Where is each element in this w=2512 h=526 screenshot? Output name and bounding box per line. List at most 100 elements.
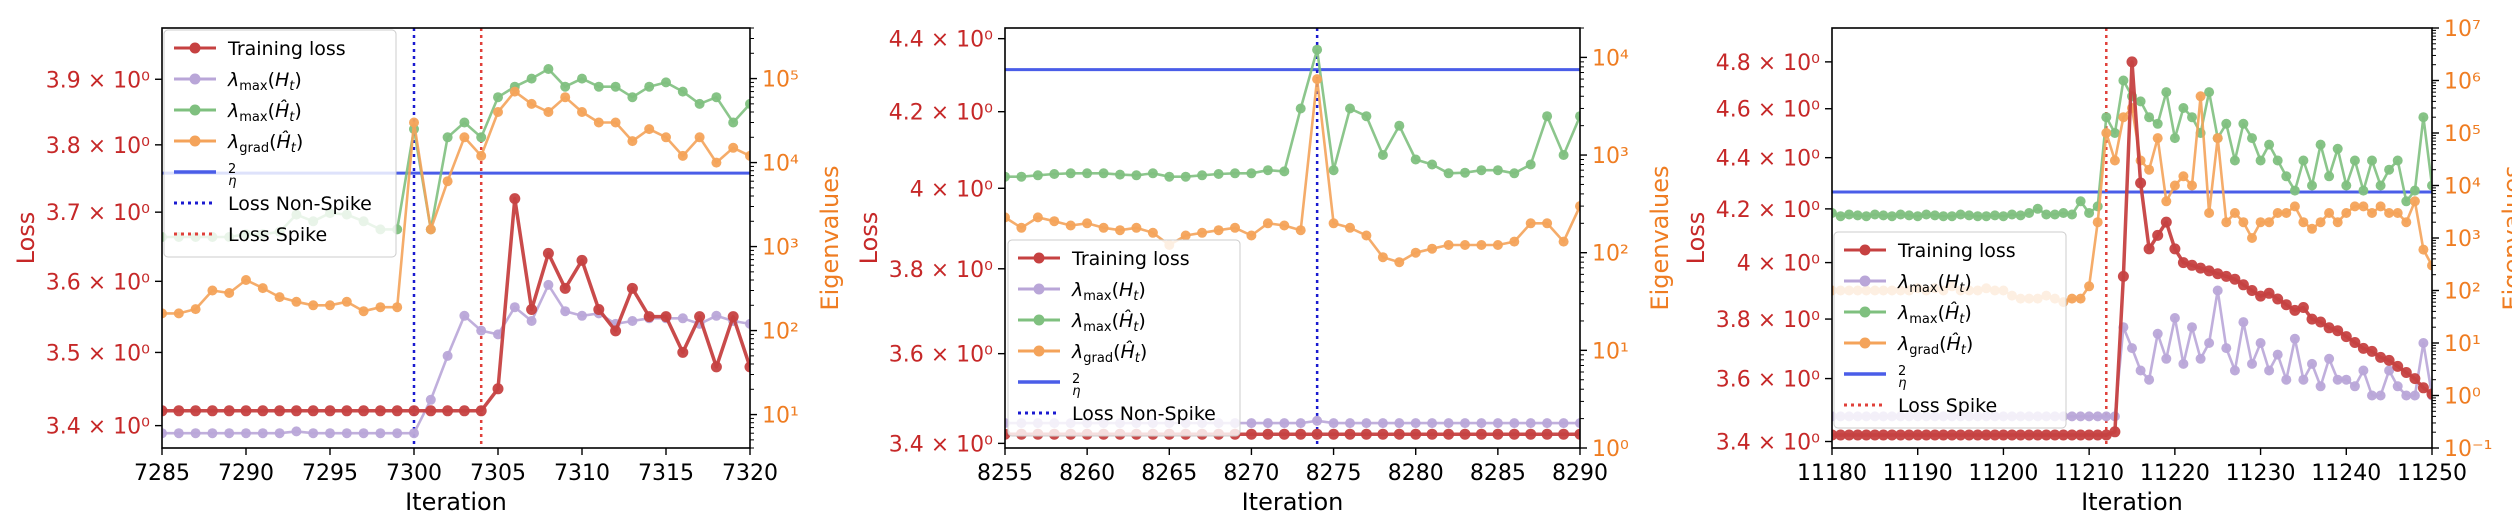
data-point bbox=[1345, 418, 1355, 429]
data-point bbox=[660, 311, 672, 323]
data-point bbox=[493, 329, 503, 340]
data-point bbox=[442, 350, 453, 361]
data-point bbox=[711, 92, 722, 103]
data-point bbox=[2384, 164, 2395, 175]
data-point bbox=[2392, 208, 2403, 218]
y-left-tick-label: 3.6 × 10⁰ bbox=[1716, 368, 1820, 393]
data-point bbox=[2161, 353, 2172, 364]
data-point bbox=[2418, 244, 2429, 255]
series-train bbox=[1832, 56, 2432, 441]
data-point bbox=[1878, 210, 1889, 221]
legend-item-lam-grad: λgrad(Ĥt) bbox=[174, 130, 303, 156]
data-point bbox=[2392, 381, 2403, 392]
data-point bbox=[728, 117, 739, 128]
x-tick-label: 11240 bbox=[2311, 461, 2381, 486]
data-point bbox=[2220, 270, 2232, 282]
data-point bbox=[2238, 118, 2249, 129]
x-tick-label: 8270 bbox=[1223, 461, 1279, 486]
data-point bbox=[1509, 236, 1520, 247]
data-point bbox=[2306, 313, 2318, 325]
data-point bbox=[2212, 285, 2223, 296]
data-point bbox=[257, 405, 269, 417]
data-point bbox=[1525, 428, 1537, 440]
data-point bbox=[2409, 196, 2420, 207]
x-axis-label: Iteration bbox=[405, 488, 507, 516]
legend-marker bbox=[1859, 275, 1871, 287]
legend-box bbox=[163, 29, 397, 258]
series-train bbox=[162, 193, 750, 417]
data-point bbox=[374, 405, 386, 417]
data-point bbox=[1460, 240, 1470, 250]
data-point bbox=[2092, 411, 2103, 422]
data-point bbox=[2144, 374, 2155, 385]
data-point bbox=[459, 117, 470, 128]
data-point bbox=[1147, 168, 1158, 179]
data-point bbox=[476, 325, 487, 336]
data-point bbox=[1558, 418, 1569, 429]
data-point bbox=[408, 405, 420, 417]
data-point bbox=[745, 318, 750, 329]
data-point bbox=[1345, 222, 1355, 233]
data-point bbox=[2212, 133, 2223, 144]
data-point bbox=[1575, 111, 1580, 122]
data-point bbox=[1328, 165, 1339, 176]
data-point bbox=[1460, 167, 1470, 178]
data-point bbox=[2341, 374, 2352, 385]
series-lam-grad bbox=[1005, 74, 1580, 268]
data-point bbox=[1262, 418, 1273, 429]
y-right-axis-label: Eigenvalues bbox=[2498, 165, 2512, 310]
data-point bbox=[1377, 418, 1388, 429]
data-point bbox=[1295, 418, 1306, 429]
data-point bbox=[661, 132, 671, 143]
data-point bbox=[627, 92, 638, 103]
data-point bbox=[2238, 217, 2249, 228]
y-left-axis-label: Loss bbox=[12, 212, 40, 265]
data-point bbox=[728, 142, 739, 153]
x-tick-label: 8260 bbox=[1059, 461, 1115, 486]
data-point bbox=[375, 302, 386, 313]
data-point bbox=[694, 132, 705, 143]
series-lam-hat bbox=[1005, 44, 1580, 182]
data-point bbox=[727, 311, 739, 323]
data-point bbox=[2075, 411, 2086, 422]
legend-item-lam-grad: λgrad(Ĥt) bbox=[1018, 340, 1147, 366]
data-point bbox=[1575, 201, 1580, 212]
x-tick-label: 8290 bbox=[1552, 461, 1608, 486]
y-right-tick-label: 10⁻¹ bbox=[2444, 437, 2492, 462]
data-point bbox=[1492, 240, 1503, 250]
data-point bbox=[2187, 322, 2197, 333]
legend: Training loss λmax(Ht) λmax(Ĥt) λgrad(Ĥt) 2 η… bbox=[1007, 239, 1241, 437]
chart-panel-3: 11180 11190 11200 11210 11220 11230 11240 11250… bbox=[1682, 17, 2512, 516]
data-point bbox=[1972, 211, 1983, 222]
data-point bbox=[2272, 293, 2284, 305]
data-point bbox=[2169, 313, 2180, 323]
data-point bbox=[2332, 325, 2344, 337]
data-point bbox=[593, 304, 605, 315]
data-point bbox=[325, 428, 335, 439]
data-point bbox=[2032, 203, 2043, 214]
data-point bbox=[1032, 212, 1043, 223]
data-point bbox=[2067, 411, 2077, 422]
data-point bbox=[425, 224, 436, 235]
data-point bbox=[1929, 429, 1941, 441]
y-right-axis-label: Eigenvalues bbox=[816, 165, 844, 310]
data-point bbox=[493, 92, 503, 103]
y-left-tick-label: 3.4 × 10⁰ bbox=[46, 415, 150, 440]
data-point bbox=[207, 428, 218, 439]
data-point bbox=[694, 311, 706, 323]
data-point bbox=[1377, 252, 1388, 263]
data-point bbox=[2032, 429, 2044, 441]
x-tick-label: 7285 bbox=[134, 461, 190, 486]
data-point bbox=[458, 405, 470, 417]
data-point bbox=[2255, 155, 2266, 166]
data-point bbox=[711, 310, 722, 321]
data-point bbox=[1005, 212, 1010, 223]
data-point bbox=[2083, 429, 2095, 441]
data-point bbox=[744, 361, 750, 373]
data-point bbox=[644, 81, 655, 92]
y-left-axis-label: Loss bbox=[1682, 212, 1710, 265]
y-left-tick-label: 4.4 × 10⁰ bbox=[889, 28, 993, 53]
data-point bbox=[1065, 168, 1076, 179]
